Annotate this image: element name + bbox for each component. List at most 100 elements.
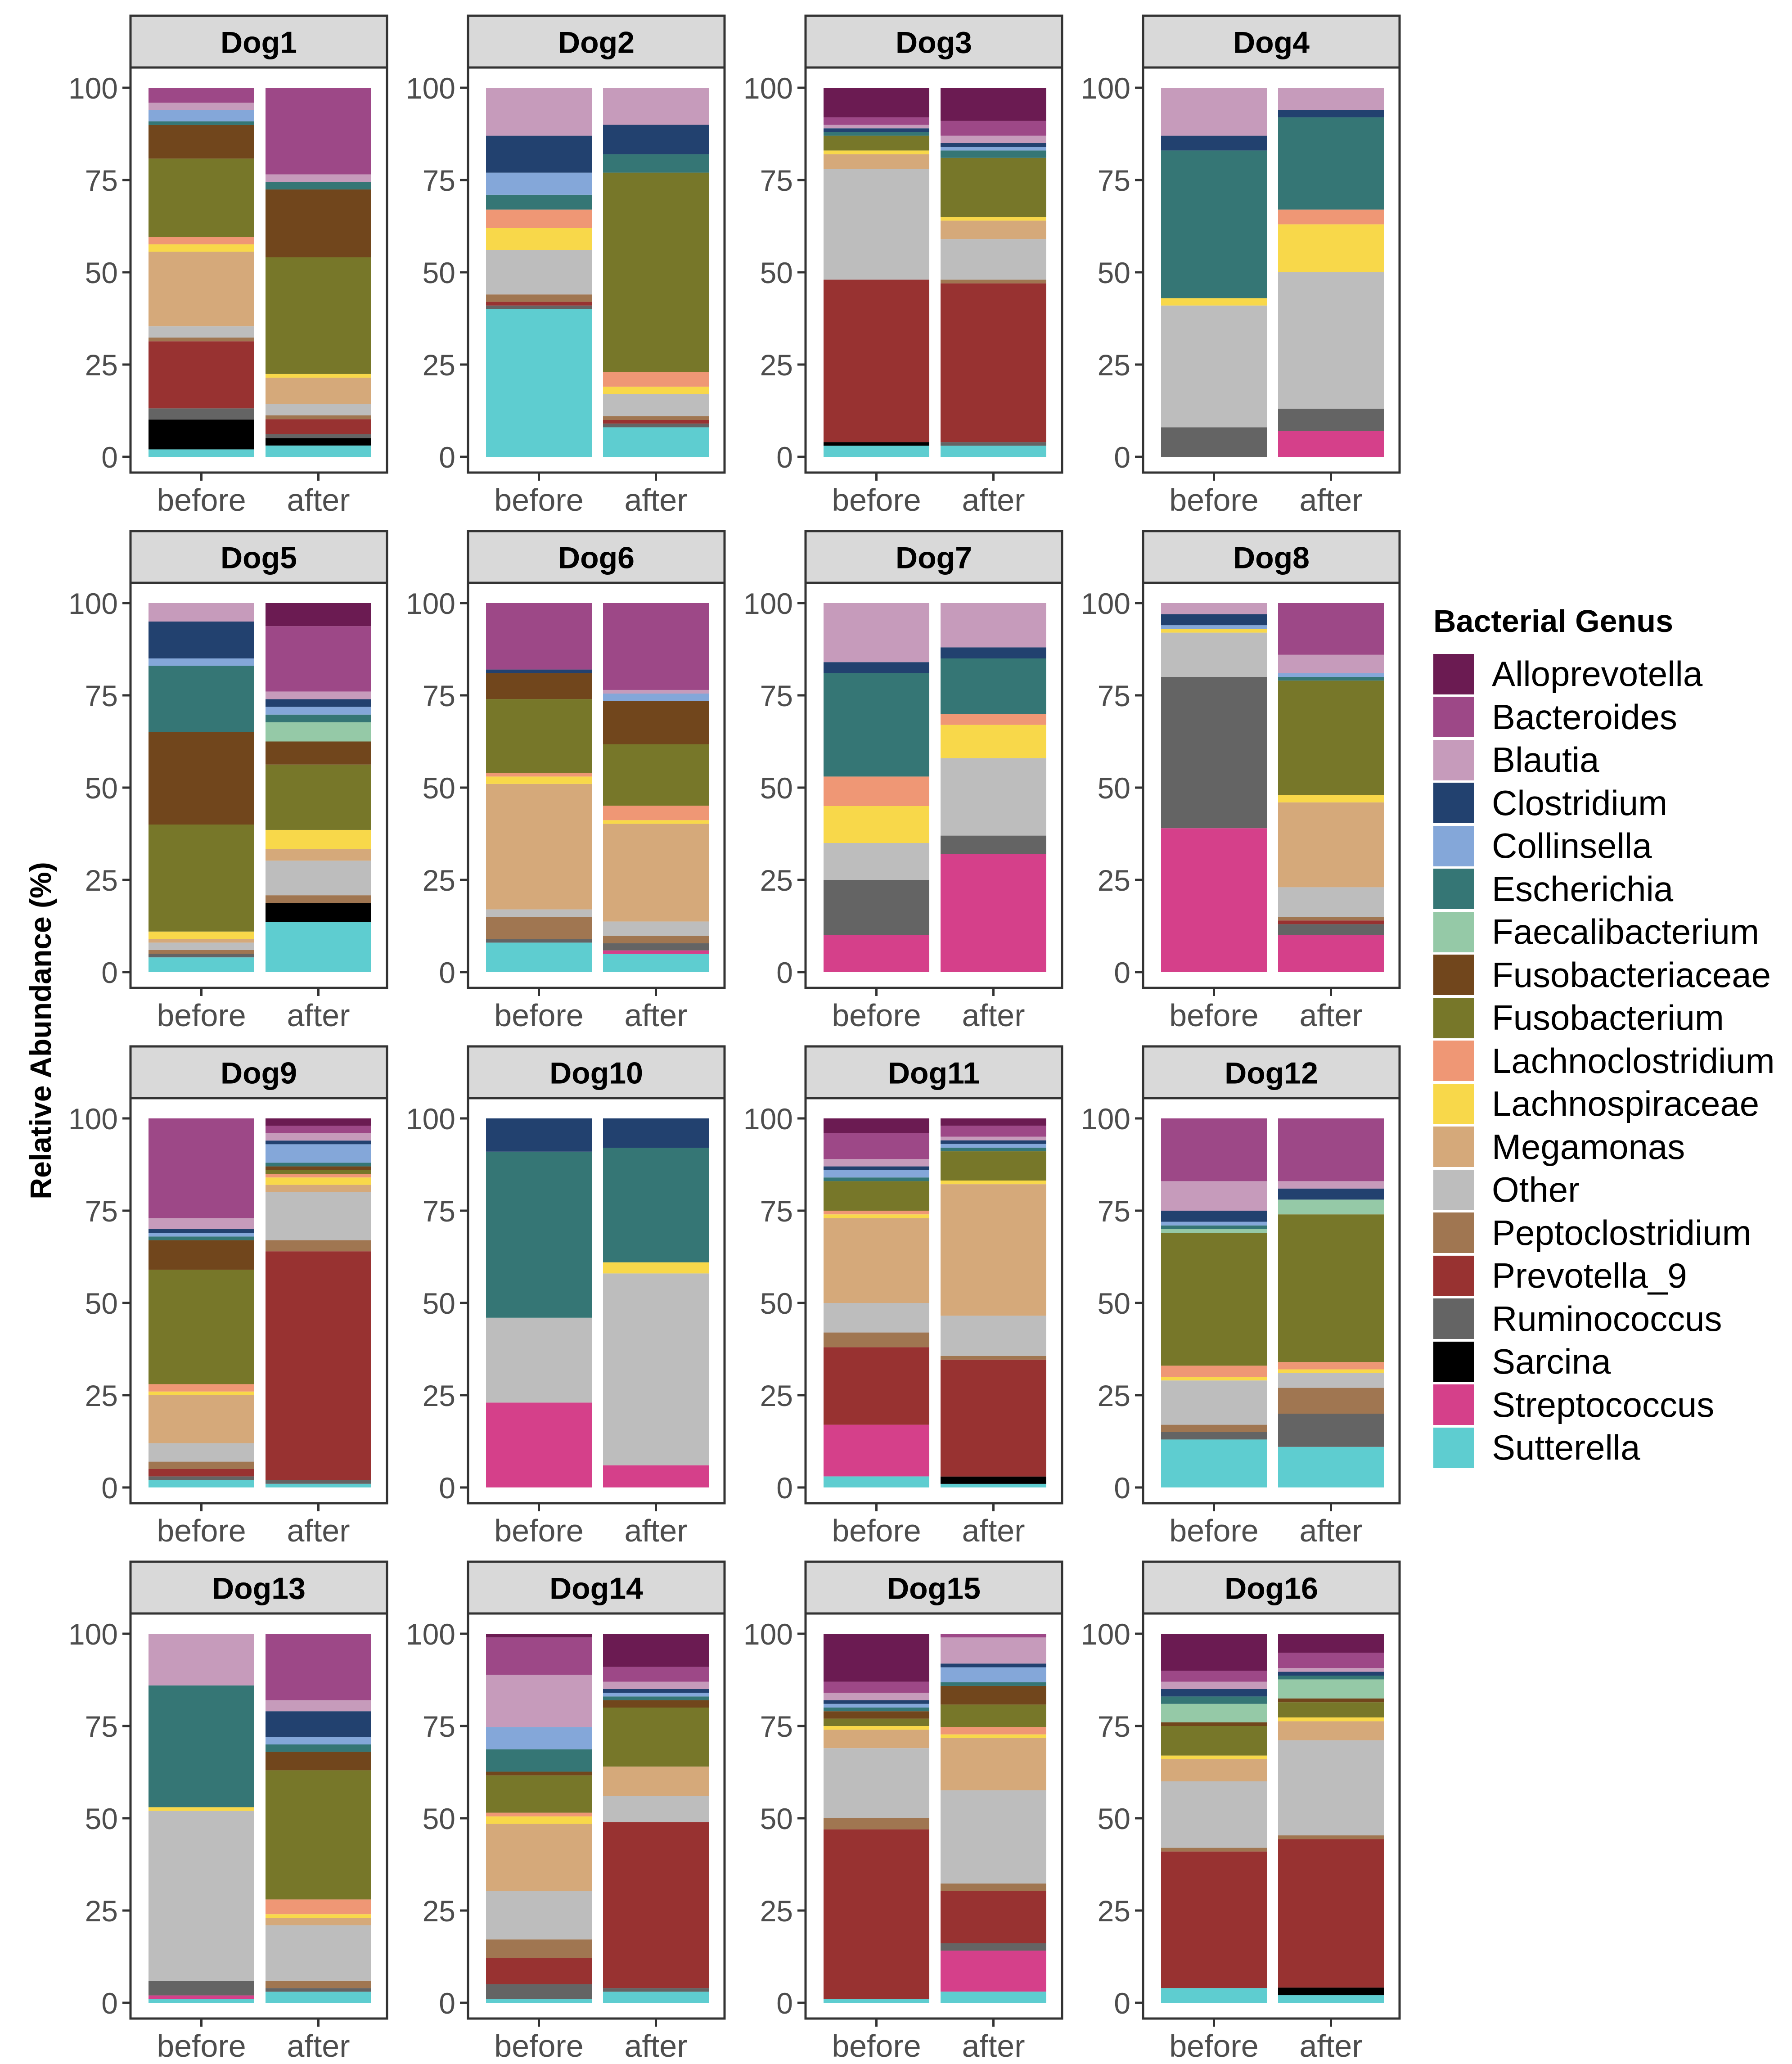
bar-segment-blautia xyxy=(266,1700,371,1712)
bar-segment-clostridium xyxy=(941,1663,1046,1667)
legend-swatch xyxy=(1433,783,1474,824)
y-tick-label: 50 xyxy=(1098,771,1130,805)
bar-segment-streptococcus xyxy=(824,935,929,972)
bar-segment-escherichia xyxy=(941,1147,1046,1152)
x-tick-label-after: after xyxy=(624,482,687,518)
facet-panel-dog4: Dog4 before after 0 25 50 75 100 xyxy=(1081,14,1401,518)
legend: Bacterial Genus Alloprevotella Bacteroide… xyxy=(1433,603,1775,1469)
bar-segment-escherichia xyxy=(1161,1696,1267,1704)
bar-segment-blautia xyxy=(149,1634,254,1685)
bar-segment-streptococcus xyxy=(1278,935,1384,972)
bar-segment-escherichia xyxy=(603,1696,709,1700)
y-tick-label: 50 xyxy=(423,1802,455,1835)
bar-segment-fusobacterium xyxy=(941,1151,1046,1181)
bar-segment-prevotella-9 xyxy=(1278,1839,1384,1988)
legend-swatch xyxy=(1433,1384,1474,1425)
y-tick-label: 0 xyxy=(101,956,118,989)
bar-segment-bacteroides xyxy=(266,1634,371,1700)
bar-segment-megamonas xyxy=(603,824,709,922)
bar-segment-prevotella-9 xyxy=(149,341,254,409)
bar-segment-clostridium xyxy=(603,1118,709,1148)
y-tick-label: 0 xyxy=(776,441,793,474)
bar-segment-clostridium xyxy=(824,128,929,132)
legend-item-lachnospiraceae: Lachnospiraceae xyxy=(1433,1082,1775,1126)
bar-segment-sutterella xyxy=(941,1483,1046,1487)
bar-segment-blautia xyxy=(824,125,929,129)
x-tick-label-before: before xyxy=(157,998,246,1033)
panel-border xyxy=(129,1612,388,2020)
bar-segment-ruminococcus xyxy=(266,434,371,438)
bar-segment-prevotella-9 xyxy=(824,1347,929,1425)
bar-segment-bacteroides xyxy=(1278,1118,1384,1181)
bar-segment-peptoclostridium xyxy=(941,1883,1046,1891)
bar-segment-fusobacterium xyxy=(941,1704,1046,1727)
bar-segment-ruminococcus xyxy=(1278,924,1384,935)
y-tick-label: 100 xyxy=(743,587,793,620)
x-tick-label-before: before xyxy=(832,482,921,518)
bar-segment-other xyxy=(1161,632,1267,677)
bar-segment-ruminococcus xyxy=(941,1943,1046,1951)
y-tick-label: 0 xyxy=(776,1987,793,2020)
x-tick-label-after: after xyxy=(962,482,1025,518)
y-tick-label: 50 xyxy=(760,1287,793,1320)
bar-segment-fusobacterium xyxy=(149,825,254,932)
x-tick-label-after: after xyxy=(287,1513,350,1548)
bar-segment-lachnospiraceae xyxy=(1278,224,1384,272)
bar-segment-escherichia xyxy=(941,150,1046,158)
bar-segment-peptoclostridium xyxy=(1161,1424,1267,1432)
bar-segment-prevotella-9 xyxy=(941,1891,1046,1943)
bar-segment-lachnospiraceae xyxy=(149,244,254,252)
bar-segment-blautia xyxy=(603,88,709,125)
bar-segment-lachnoclostridium xyxy=(941,714,1046,725)
bar-segment-faecalibacterium xyxy=(1278,1199,1384,1215)
bar-segment-faecalibacterium xyxy=(1161,1703,1267,1722)
bar-segment-bacteroides xyxy=(486,1637,592,1675)
panel-strip xyxy=(1142,1560,1401,1615)
panel-strip xyxy=(467,1560,726,1615)
bar-segment-streptococcus xyxy=(149,1995,254,1999)
panel-title: Dog9 xyxy=(221,1056,297,1091)
y-tick-label: 75 xyxy=(760,1194,793,1228)
y-tick-label: 50 xyxy=(85,1287,118,1320)
bar-segment-lachnospiraceae xyxy=(1161,298,1267,306)
panel-title: Dog2 xyxy=(558,26,635,60)
legend-label: Megamonas xyxy=(1492,1127,1685,1167)
panel-title: Dog14 xyxy=(549,1572,643,1606)
y-tick-label: 0 xyxy=(1114,1471,1130,1505)
bar-segment-streptococcus xyxy=(486,1402,592,1487)
bar-segment-megamonas xyxy=(941,1738,1046,1790)
bar-segment-clostridium xyxy=(941,647,1046,658)
panel-strip xyxy=(1142,14,1401,69)
bar-segment-peptoclostridium xyxy=(941,279,1046,284)
bar-segment-lachnoclostridium xyxy=(603,806,709,820)
facet-panel-dog15: Dog15 before after 0 25 50 75 100 xyxy=(743,1560,1063,2064)
x-tick-label-before: before xyxy=(494,2028,583,2064)
bar-segment-sutterella xyxy=(824,446,929,457)
panel-strip xyxy=(467,1045,726,1100)
y-tick-label: 100 xyxy=(406,72,455,105)
bar-segment-alloprevotella xyxy=(941,88,1046,121)
bar-segment-alloprevotella xyxy=(824,1634,929,1682)
facet-panel-dog2: Dog2 before after 0 25 50 75 100 xyxy=(406,14,726,518)
bar-segment-sutterella xyxy=(824,1999,929,2003)
facet-panel-dog9: Dog9 before after 0 25 50 75 100 xyxy=(68,1045,388,1548)
legend-item-peptoclostridium: Peptoclostridium xyxy=(1433,1212,1775,1255)
bar-segment-sutterella xyxy=(603,954,709,972)
bar-segment-lachnospiraceae xyxy=(486,228,592,250)
y-tick-label: 100 xyxy=(743,1618,793,1651)
bar-segment-clostridium xyxy=(941,143,1046,147)
bar-segment-sutterella xyxy=(266,922,371,972)
y-tick-label: 25 xyxy=(760,1894,793,1928)
x-tick-label-after: after xyxy=(287,482,350,518)
bar-segment-sarcina xyxy=(266,438,371,446)
legend-swatch xyxy=(1433,1127,1474,1167)
y-tick-label: 50 xyxy=(423,771,455,805)
bar-segment-megamonas xyxy=(149,939,254,943)
panel-strip xyxy=(467,530,726,584)
bar-segment-other xyxy=(941,1316,1046,1356)
panel-title: Dog8 xyxy=(1233,541,1310,575)
bar-segment-clostridium xyxy=(1278,1672,1384,1676)
panel-strip xyxy=(129,1560,388,1615)
legend-swatch xyxy=(1433,1041,1474,1082)
